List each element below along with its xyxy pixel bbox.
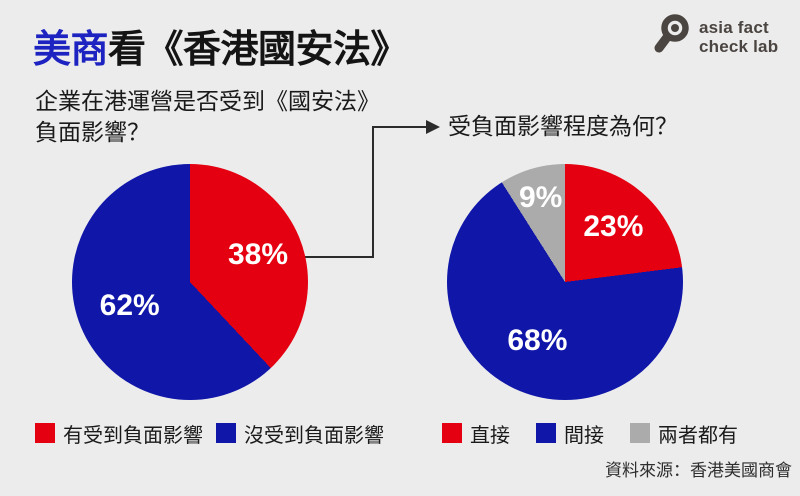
chart1-legend: 有受到負面影響 沒受到負面影響: [35, 419, 384, 448]
legend-swatch-blue: [216, 423, 236, 443]
brand-logo-line2: check lab: [699, 36, 779, 56]
brand-logo-line1: asia fact: [699, 17, 769, 37]
magnifier-icon: [652, 12, 692, 61]
pie-value-label: 62%: [99, 288, 160, 322]
legend-label-indirect: 間接: [564, 424, 604, 447]
legend-label-affected: 有受到負面影響: [63, 424, 203, 447]
legend-swatch-gray: [630, 423, 650, 443]
pie-chart-impact-yesno: 38% 62%: [72, 164, 308, 400]
pie-chart-impact-degree: 23% 68% 9%: [447, 164, 683, 400]
legend-label-both: 兩者都有: [658, 424, 738, 447]
legend-swatch-red: [35, 423, 55, 443]
legend-item-not-affected: 沒受到負面影響: [216, 419, 384, 448]
legend-item-both: 兩者都有: [630, 419, 738, 448]
legend-swatch-red: [442, 423, 462, 443]
chart2-question: 受負面影響程度為何？: [448, 113, 678, 139]
brand-logo-text: asia fact check lab: [699, 18, 778, 56]
chart2-legend: 直接 間接 兩者都有: [442, 419, 738, 448]
legend-label-direct: 直接: [470, 424, 510, 447]
legend-item-indirect: 間接: [536, 419, 604, 448]
legend-label-not-affected: 沒受到負面影響: [244, 424, 384, 447]
pie-value-label: 9%: [518, 181, 563, 215]
chart1-question-line2: 負面影響？: [35, 119, 150, 145]
brand-logo: asia fact check lab: [652, 12, 778, 61]
pie-value-label: 38%: [227, 238, 289, 272]
chart1-question: 企業在港運營是否受到《國安法》 負面影響？: [35, 86, 380, 148]
page-title: 美商看《香港國安法》: [33, 18, 409, 73]
pie-value-label: 68%: [507, 323, 568, 357]
legend-item-affected: 有受到負面影響: [35, 419, 203, 448]
page-title-rest: 看《香港國安法》: [108, 29, 409, 71]
data-source-note: 資料來源：香港美國商會: [605, 461, 792, 480]
page-title-highlight: 美商: [33, 29, 109, 71]
pie-value-label: 23%: [583, 210, 644, 244]
legend-swatch-blue: [536, 423, 556, 443]
legend-item-direct: 直接: [442, 419, 510, 448]
chart1-question-line1: 企業在港運營是否受到《國安法》: [35, 88, 380, 114]
